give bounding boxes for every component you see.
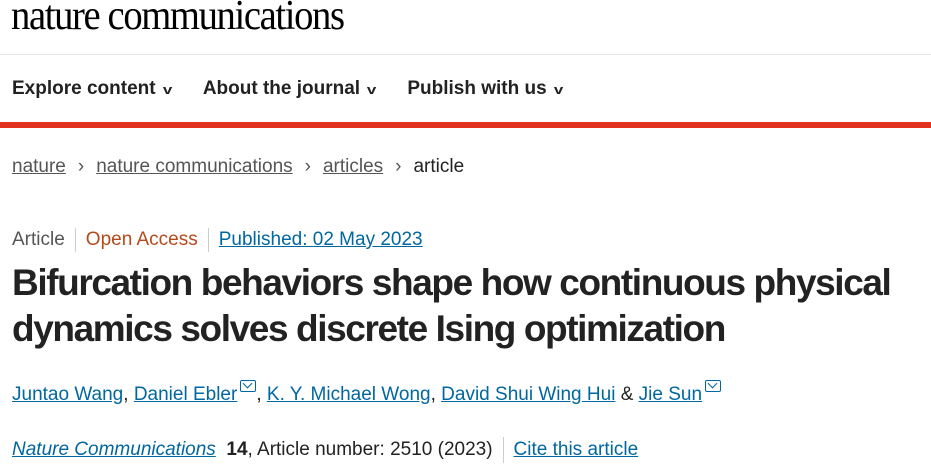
nav-label: Explore content [12,78,156,99]
chevron-right-icon: › [304,156,311,177]
article-meta: Article Open Access Published: 02 May 20… [12,228,423,252]
site-logo[interactable]: nature communications [11,0,345,39]
citation: Nature Communications 14, Article number… [12,437,638,463]
divider [0,54,931,55]
chevron-down-icon: v [162,81,172,97]
divider [207,228,209,252]
open-access-badge: Open Access [85,229,198,250]
nav-about-journal[interactable]: About the journal v [202,78,377,100]
divider [74,228,76,252]
chevron-down-icon: v [553,81,563,97]
accent-bar [0,122,931,128]
breadcrumb-nature-communications[interactable]: nature communications [96,156,293,177]
author-list: Juntao Wang, Daniel Ebler, K. Y. Michael… [12,380,722,406]
author-link[interactable]: David Shui Wing Hui [441,384,616,405]
article-title: Bifurcation behaviors shape how continuo… [12,262,892,349]
volume: 14 [226,439,248,460]
nav-label: About the journal [202,78,361,99]
author-link[interactable]: Daniel Ebler [133,384,238,405]
author-link[interactable]: Jie Sun [638,384,703,405]
article-number: , Article number: 2510 (2023) [247,439,493,460]
email-icon[interactable] [705,380,722,392]
cite-article-link[interactable]: Cite this article [513,439,639,460]
nav-label: Publish with us [407,78,547,99]
nav-publish[interactable]: Publish with us v [407,78,563,100]
divider [502,437,504,463]
breadcrumb-articles[interactable]: articles [322,156,384,177]
journal-link[interactable]: Nature Communications [12,439,216,460]
author-link[interactable]: K. Y. Michael Wong [266,384,431,405]
email-icon[interactable] [240,380,257,392]
breadcrumb-nature[interactable]: nature [12,156,66,177]
nav-explore-content[interactable]: Explore content v [12,78,172,100]
breadcrumb-current: article [413,156,465,177]
article-type: Article [12,229,65,250]
published-date-link[interactable]: Published: 02 May 2023 [218,229,423,250]
chevron-right-icon: › [395,156,402,177]
main-nav: Explore content v About the journal v Publ… [12,78,563,100]
author-link[interactable]: Juntao Wang [12,384,124,405]
chevron-right-icon: › [77,156,85,177]
breadcrumb: nature › nature communications › articles ›… [12,156,464,178]
chevron-down-icon: v [366,81,377,97]
